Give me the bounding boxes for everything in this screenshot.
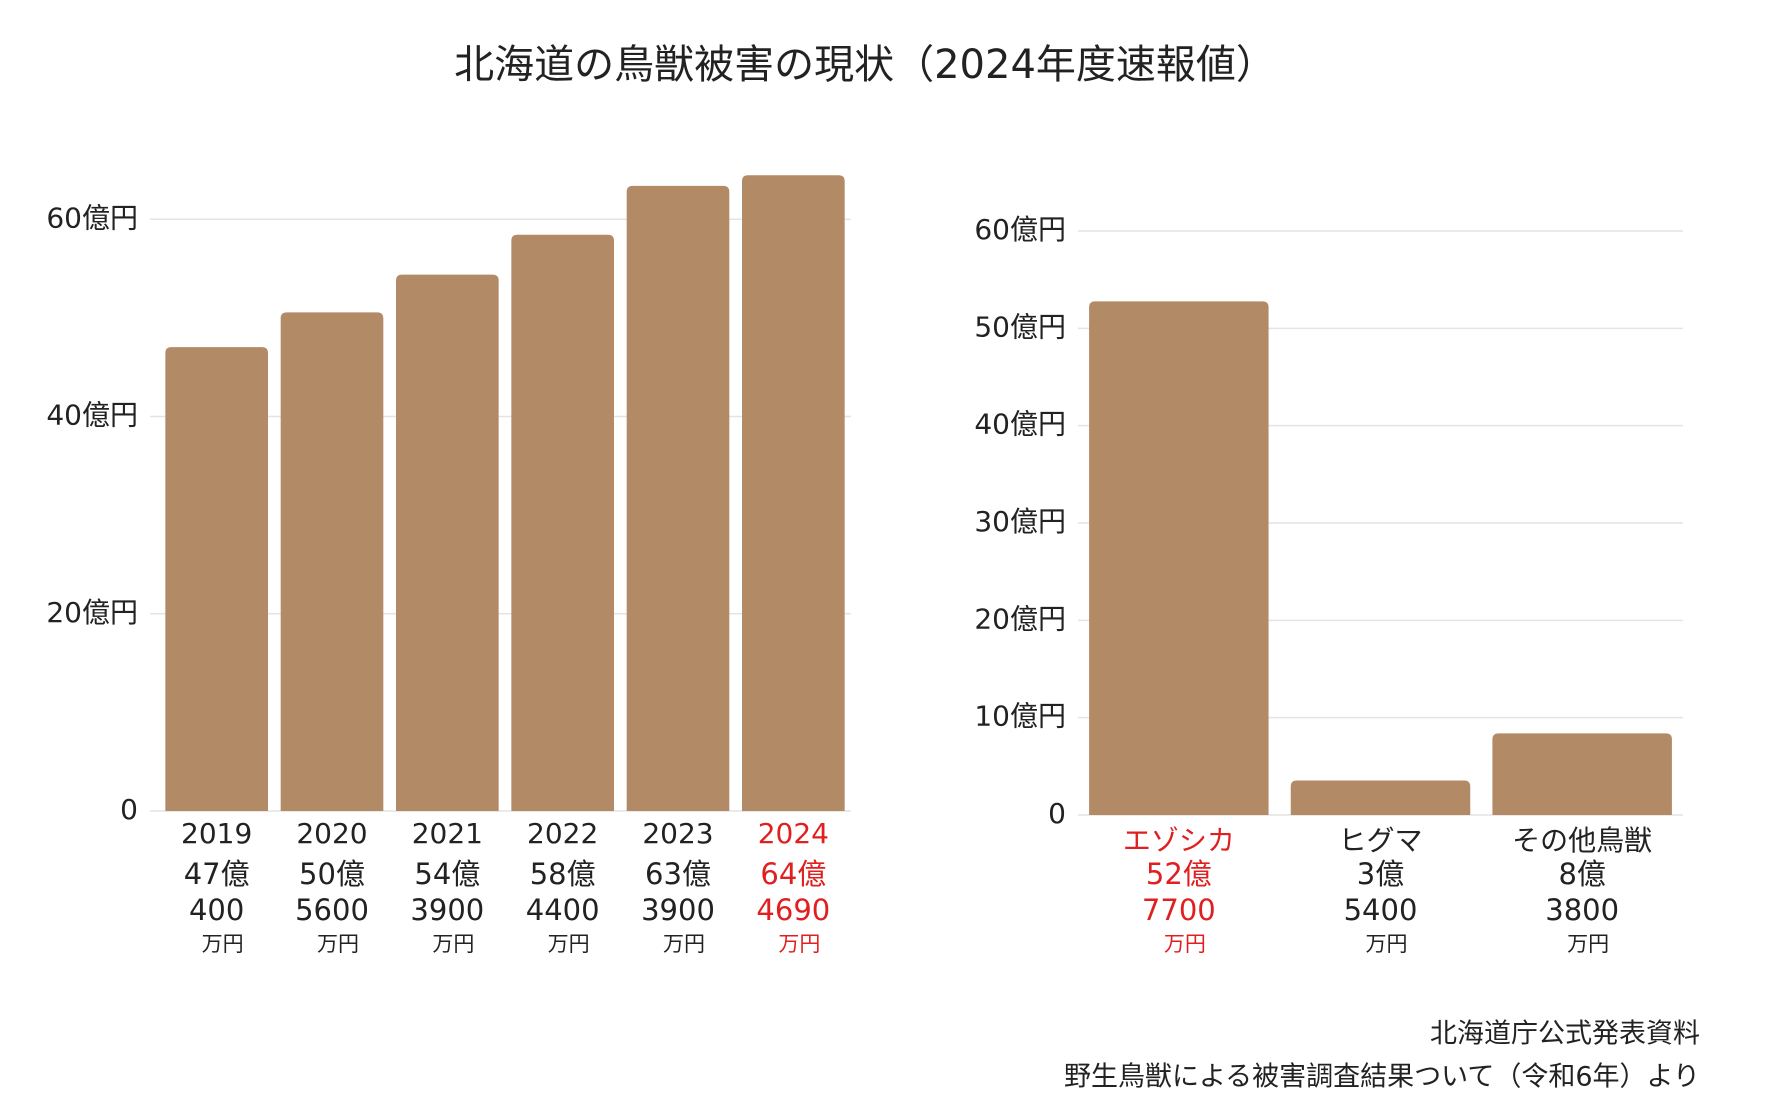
source-line: 野生鳥獣による被害調査結果ついて（令和6年）より	[1064, 1062, 1700, 1093]
value-label: 万円	[1164, 932, 1206, 956]
y-tick-label: 20億円	[974, 602, 1066, 635]
x-tick-label: 2024	[758, 817, 829, 850]
value-label: 万円	[778, 932, 820, 956]
bar	[626, 185, 730, 811]
y-tick-label: 0	[1048, 797, 1066, 830]
value-label: 52億	[1146, 857, 1212, 891]
value-label: 万円	[317, 932, 359, 956]
bar	[280, 312, 384, 811]
value-label: 3900	[410, 893, 484, 927]
value-label: 63億	[645, 857, 711, 891]
x-tick-label: ヒグマ	[1338, 824, 1422, 857]
value-label: 8億	[1558, 857, 1605, 891]
bar	[1089, 301, 1269, 815]
x-tick-label: その他鳥獣	[1512, 824, 1652, 857]
y-tick-label: 0	[120, 793, 138, 826]
value-label: 万円	[663, 932, 705, 956]
y-tick-label: 40億円	[974, 408, 1066, 441]
value-label: 5400	[1344, 893, 1418, 927]
bar	[396, 274, 499, 811]
bar	[511, 234, 614, 811]
value-label: 万円	[432, 932, 474, 956]
x-tick-label: 2019	[181, 817, 252, 850]
value-label: 4400	[526, 893, 600, 927]
value-label: 3億	[1357, 857, 1404, 891]
x-tick-label: 2020	[296, 817, 367, 850]
value-label: 54億	[414, 857, 480, 891]
value-label: 7700	[1142, 893, 1216, 927]
x-tick-label: エゾシカ	[1123, 824, 1235, 857]
value-label: 万円	[1366, 932, 1408, 956]
value-label: 万円	[202, 932, 244, 956]
source-line: 北海道庁公式発表資料	[1430, 1019, 1700, 1050]
value-label: 3800	[1545, 893, 1619, 927]
y-tick-label: 30億円	[974, 505, 1066, 538]
value-label: 64億	[760, 857, 826, 891]
x-tick-label: 2023	[642, 817, 713, 850]
value-label: 5600	[295, 893, 369, 927]
bar	[1492, 733, 1672, 815]
value-label: 47億	[184, 857, 250, 891]
y-tick-label: 10億円	[974, 700, 1066, 733]
value-label: 58億	[530, 857, 596, 891]
page-title: 北海道の鳥獣被害の現状（2024年度速報値）	[454, 42, 1276, 88]
y-tick-label: 20億円	[46, 596, 138, 629]
value-label: 万円	[548, 932, 590, 956]
value-label: 400	[189, 893, 244, 927]
value-label: 3900	[641, 893, 715, 927]
x-tick-label: 2021	[412, 817, 483, 850]
y-tick-label: 50億円	[974, 310, 1066, 343]
value-label: 万円	[1567, 932, 1609, 956]
bar	[165, 347, 268, 811]
bar	[742, 175, 845, 812]
x-tick-label: 2022	[527, 817, 598, 850]
value-label: 4690	[756, 893, 830, 927]
value-label: 50億	[299, 857, 365, 891]
y-tick-label: 60億円	[974, 213, 1066, 246]
bar	[1290, 780, 1471, 815]
y-tick-label: 40億円	[46, 399, 138, 432]
y-tick-label: 60億円	[46, 201, 138, 234]
